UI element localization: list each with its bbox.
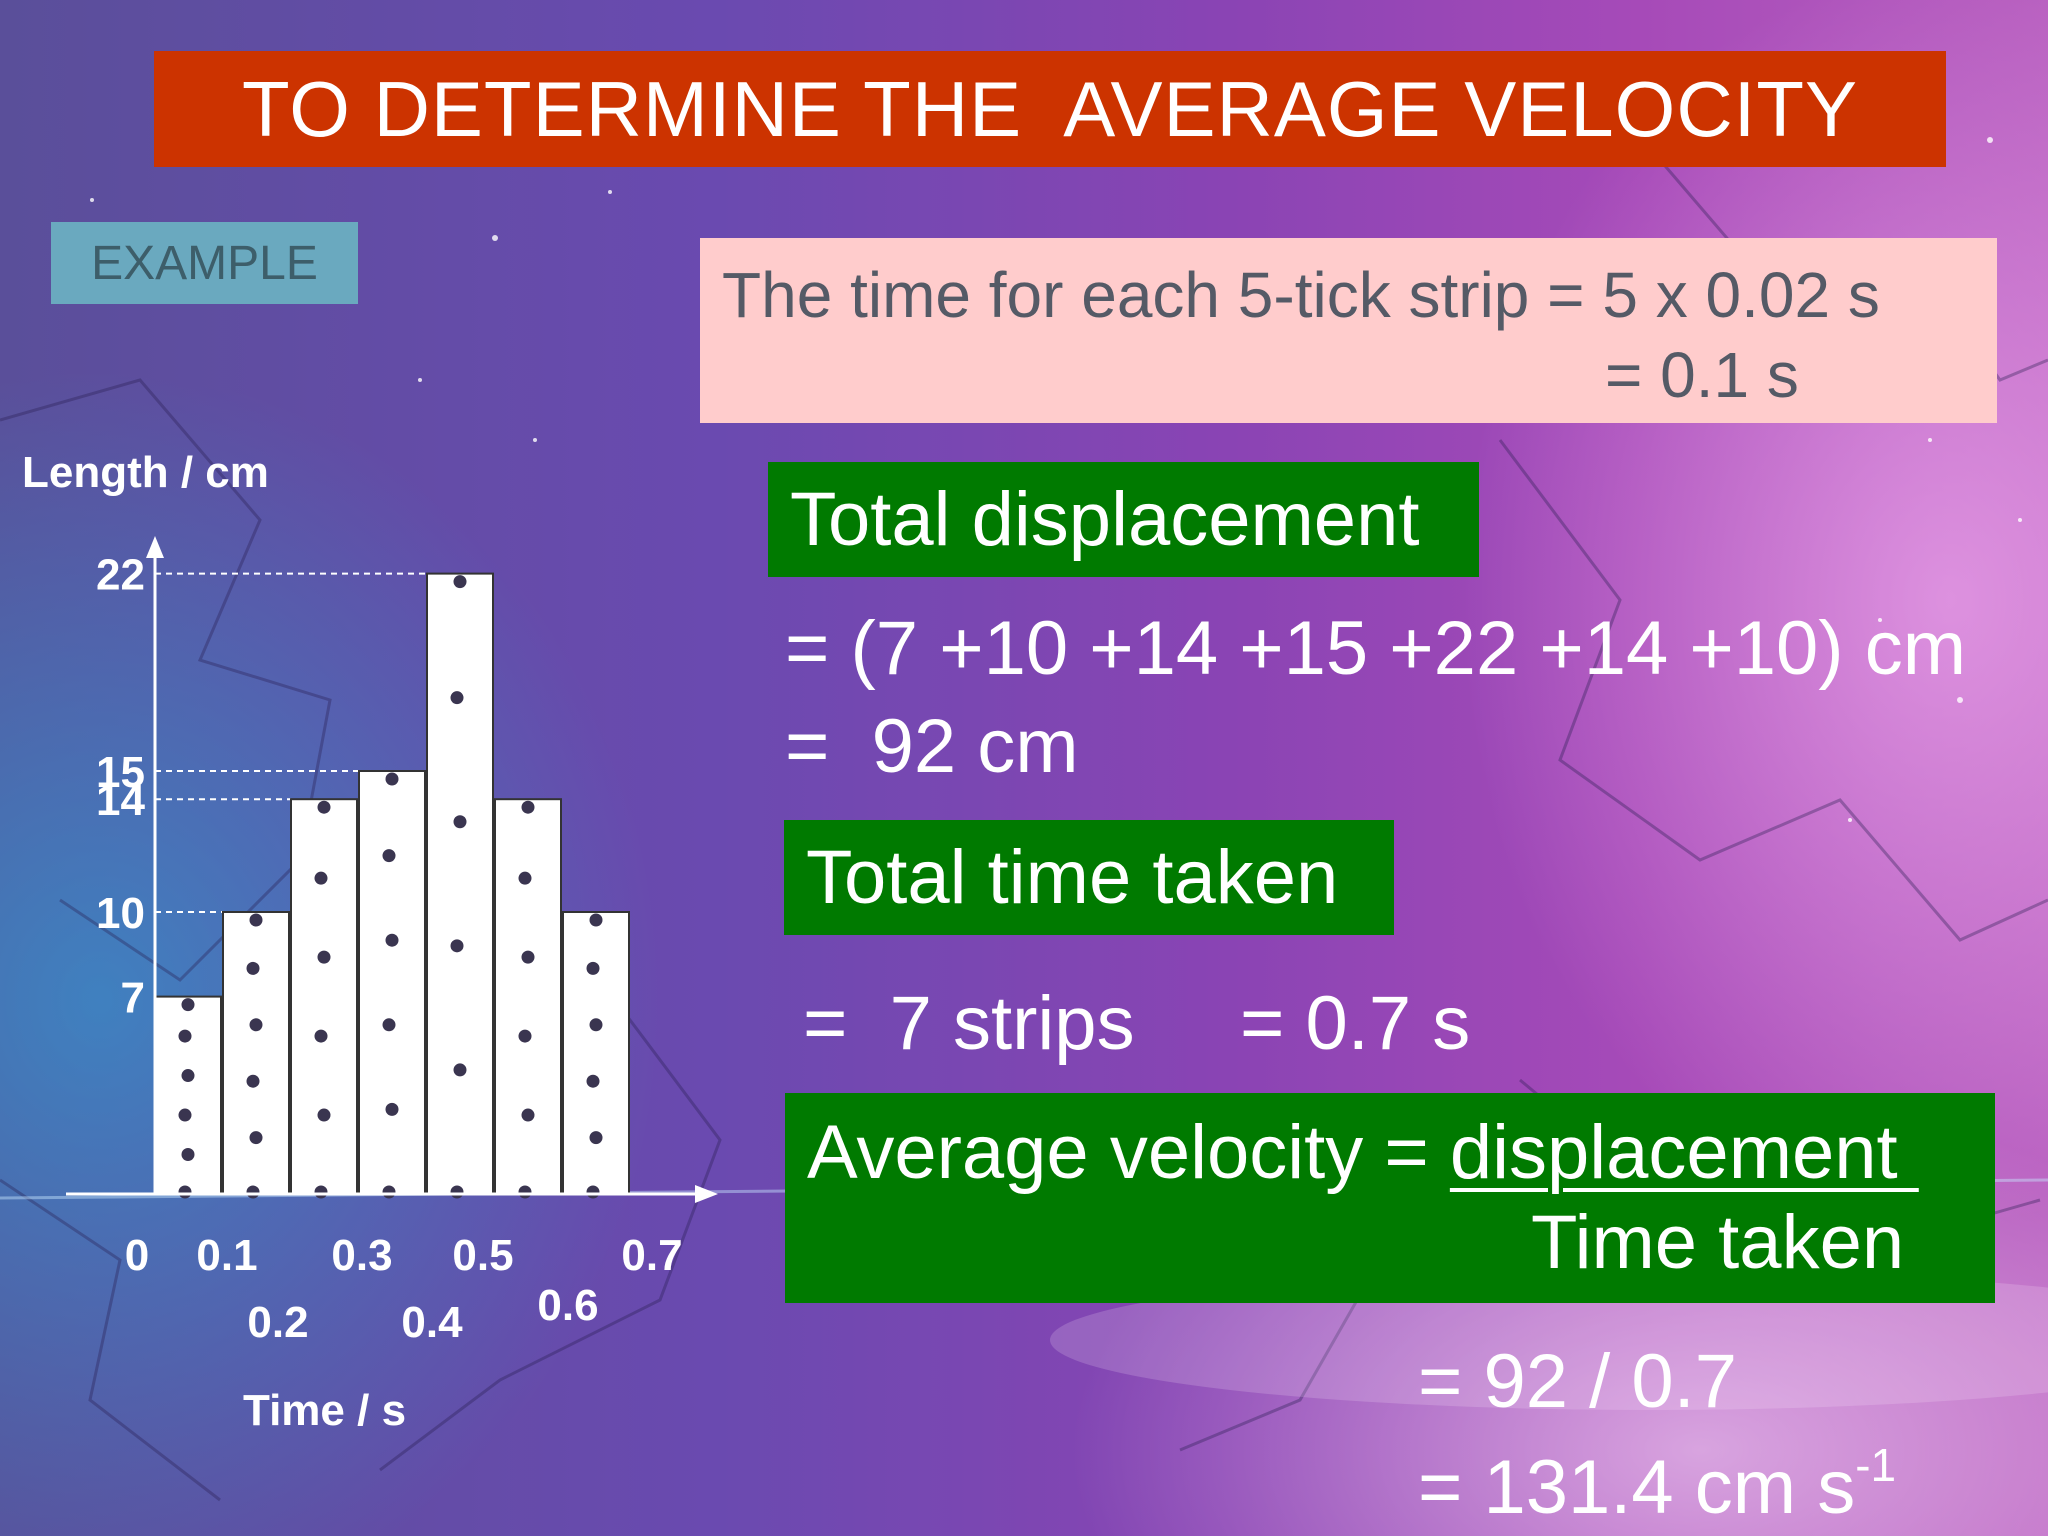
x-tick-label: 0.7 [621, 1231, 682, 1280]
velocity-result: = 131.4 cm s-1 [1418, 1438, 1896, 1531]
y-tick-label: 15 [96, 748, 145, 797]
tick-dot [589, 1131, 603, 1145]
formula-denominator: Time taken [1531, 1200, 1905, 1285]
strip-bar [426, 572, 494, 1196]
y-tick-label: 10 [96, 889, 145, 938]
strip-time-line-2: = 0.1 s [1605, 339, 1799, 411]
tick-dot [453, 815, 467, 829]
tick-dot [521, 800, 535, 814]
tick-dot [246, 961, 260, 975]
tick-dot [450, 939, 464, 953]
tick-dot [521, 1108, 535, 1122]
tick-dot [181, 1148, 195, 1162]
tick-dot [246, 1185, 260, 1199]
tick-dot [518, 1185, 532, 1199]
tick-dot [317, 950, 331, 964]
velocity-result-value: = 131.4 cm s [1418, 1445, 1856, 1530]
tick-dot [382, 1018, 396, 1032]
strip-bar [290, 798, 358, 1195]
x-tick-label: 0.5 [452, 1231, 513, 1280]
tick-dots [178, 575, 603, 1199]
bars [154, 572, 630, 1196]
strip-bar [562, 911, 630, 1195]
x-tick-labels: 0 0.1 0.2 0.30.4 0.5 0.6 0.7 [125, 1231, 683, 1347]
tick-dot [181, 1069, 195, 1083]
tick-dot [314, 1029, 328, 1043]
tick-dot [521, 950, 535, 964]
tick-dot [249, 913, 263, 927]
tick-dot [178, 1029, 192, 1043]
tick-dot [453, 575, 467, 589]
x-tick-label: 0.4 [401, 1298, 463, 1347]
tick-dot [450, 1185, 464, 1199]
example-label: EXAMPLE [51, 222, 358, 304]
x-tick-label: 0.1 [196, 1231, 257, 1280]
y-tick-label: 7 [121, 974, 145, 1023]
strip-time-box: The time for each 5-tick strip = 5 x 0.0… [700, 238, 1997, 423]
tick-dot [181, 998, 195, 1012]
title-banner: TO DETERMINE THE AVERAGE VELOCITY [154, 51, 1946, 167]
time-result: = 0.7 s [1240, 981, 1471, 1066]
tick-dot [385, 1102, 399, 1116]
tick-dot [249, 1018, 263, 1032]
formula-numerator: displacement [1449, 1110, 1919, 1195]
strip-time-line-1: The time for each 5-tick strip = 5 x 0.0… [722, 259, 1880, 331]
x-axis-arrow [695, 1185, 718, 1203]
average-velocity-line: Average velocity = displacement [807, 1109, 1919, 1196]
x-tick-label: 0.6 [537, 1281, 598, 1330]
tick-dot [382, 849, 396, 863]
velocity-calculation: = 92 / 0.7 [1418, 1339, 1738, 1424]
y-tick-label: 22 [96, 551, 145, 600]
average-velocity-prefix: Average velocity = [807, 1110, 1450, 1195]
tick-dot [385, 933, 399, 947]
x-tick-label: 0 [125, 1231, 149, 1280]
strip-bar [222, 911, 290, 1195]
velocity-unit-exponent: -1 [1855, 1439, 1897, 1491]
time-strips: = 7 strips [803, 981, 1135, 1066]
average-velocity-formula: Average velocity = displacement Time tak… [785, 1093, 1995, 1303]
tick-dot [178, 1185, 192, 1199]
dashed-guides [155, 572, 427, 913]
x-tick-label: 0.3 [331, 1231, 392, 1280]
tick-dot [589, 913, 603, 927]
tick-dot [589, 1018, 603, 1032]
total-time-label: Total time taken [784, 820, 1394, 935]
tick-dot [450, 691, 464, 705]
tick-dot [385, 772, 399, 786]
displacement-result: = 92 cm [785, 704, 1079, 789]
tick-dot [586, 1185, 600, 1199]
y-axis-label: Length / cm [22, 448, 269, 497]
tick-dot [317, 1108, 331, 1122]
y-axis-arrow [146, 536, 164, 558]
tick-dot [518, 1029, 532, 1043]
x-axis-label: Time / s [243, 1386, 406, 1435]
strip-bar [358, 770, 426, 1195]
tick-dot [382, 1185, 396, 1199]
strip-bar [154, 995, 222, 1195]
tick-dot [246, 1074, 260, 1088]
tick-dot [518, 871, 532, 885]
tick-dot [586, 1074, 600, 1088]
displacement-sum: = (7 +10 +14 +15 +22 +14 +10) cm [785, 606, 1967, 691]
tick-dot [314, 1185, 328, 1199]
tick-dot [586, 961, 600, 975]
y-tick-label: 14 [96, 776, 145, 825]
tick-dot [314, 871, 328, 885]
x-tick-label: 0.2 [247, 1298, 308, 1347]
tick-dot [453, 1063, 467, 1077]
tick-dot [249, 1131, 263, 1145]
strip-bar [494, 798, 562, 1195]
tick-dot [317, 800, 331, 814]
tick-dot [178, 1108, 192, 1122]
total-displacement-label: Total displacement [768, 462, 1479, 577]
